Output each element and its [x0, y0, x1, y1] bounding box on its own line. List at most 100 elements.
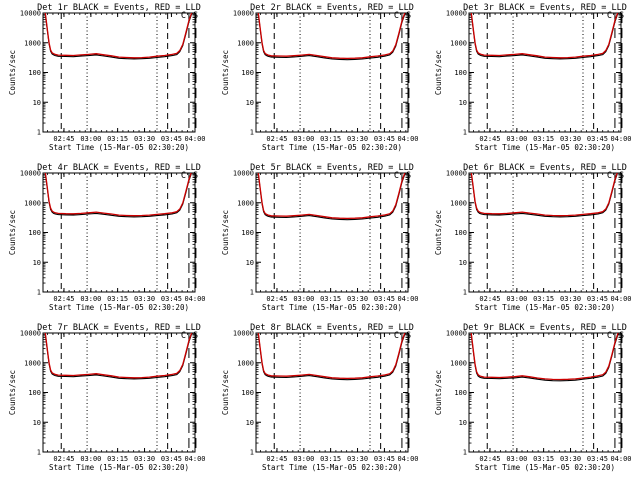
x-axis-label: Start Time (15-Mar-05 02:30:20): [49, 143, 189, 152]
series-group: [470, 333, 620, 382]
series-line-lld: [257, 13, 406, 60]
x-tick-label: 02:45: [479, 295, 500, 303]
x-tick-label: 03:30: [347, 295, 368, 303]
y-tick-label: 10000: [233, 330, 254, 338]
x-tick-label: 03:30: [560, 135, 581, 143]
x-axis-label: Start Time (15-Mar-05 02:30:20): [475, 463, 615, 472]
plot-frame: [468, 12, 622, 133]
series-group: [470, 13, 619, 60]
chart-title: Det 4r BLACK = Events, RED = LLD: [37, 163, 201, 173]
series-line-events: [257, 173, 406, 221]
y-axis-label: Counts/sec: [434, 370, 443, 415]
x-tick-label: 03:15: [320, 135, 341, 143]
y-tick-label: 1000: [24, 359, 41, 367]
y-tick-label: 10: [459, 99, 467, 107]
x-tick-label: 03:45: [587, 135, 608, 143]
x-axis-label: Start Time (15-Mar-05 02:30:20): [262, 303, 402, 312]
y-tick-label: 1000: [450, 359, 467, 367]
attenuator-marker: S: [406, 331, 411, 341]
series-line-events: [470, 173, 619, 218]
x-axis-label: Start Time (15-Mar-05 02:30:20): [49, 463, 189, 472]
y-tick-label: 10000: [446, 170, 467, 178]
x-tick-label: 03:45: [374, 135, 395, 143]
y-tick-label: 10000: [233, 10, 254, 18]
x-tick-label: 04:00: [610, 295, 631, 303]
y-tick-label: 1: [37, 129, 41, 137]
y-tick-label: 10000: [20, 10, 41, 18]
x-tick-label: 03:45: [161, 295, 182, 303]
y-axis-label: Counts/sec: [8, 210, 17, 255]
y-axis-label: Counts/sec: [434, 50, 443, 95]
y-tick-label: 100: [454, 389, 467, 397]
detector-panel: Det 7r BLACK = Events, RED = LLD 1 10 100 10…: [8, 323, 206, 472]
y-tick-label: 10000: [446, 10, 467, 18]
x-tick-label: 03:00: [80, 135, 101, 143]
attenuator-marker: C: [607, 171, 612, 181]
y-tick-label: 100: [241, 229, 254, 237]
attenuator-marker: S: [406, 11, 411, 21]
chart-title: Det 7r BLACK = Events, RED = LLD: [37, 323, 201, 333]
x-tick-label: 04:00: [610, 455, 631, 463]
y-tick-label: 1000: [237, 199, 254, 207]
series-line-lld: [44, 333, 193, 379]
x-tick-label: 03:30: [347, 135, 368, 143]
y-tick-label: 1: [37, 449, 41, 457]
y-tick-label: 1000: [24, 199, 41, 207]
y-axis-label: Counts/sec: [434, 210, 443, 255]
chart-title: Det 9r BLACK = Events, RED = LLD: [463, 323, 627, 333]
series-group: [257, 333, 406, 381]
x-tick-label: 03:00: [506, 295, 527, 303]
plot-frame: [468, 332, 622, 453]
y-tick-label: 10000: [20, 170, 41, 178]
x-tick-label: 03:45: [161, 135, 182, 143]
x-tick-label: 02:45: [479, 135, 500, 143]
attenuator-marker: S: [619, 171, 624, 181]
x-tick-label: 02:45: [53, 135, 74, 143]
x-tick-label: 04:00: [397, 295, 418, 303]
y-tick-label: 100: [28, 229, 41, 237]
x-tick-label: 04:00: [397, 455, 418, 463]
attenuator-marker: C: [394, 331, 399, 341]
chart-title: Det 8r BLACK = Events, RED = LLD: [250, 323, 414, 333]
y-tick-label: 10: [459, 259, 467, 267]
y-tick-label: 1: [37, 289, 41, 297]
x-tick-label: 03:30: [560, 455, 581, 463]
y-tick-label: 100: [241, 389, 254, 397]
series-line-lld: [470, 173, 618, 217]
x-axis-label: Start Time (15-Mar-05 02:30:20): [262, 143, 402, 152]
attenuator-marker: C: [394, 11, 399, 21]
x-tick-label: 03:00: [506, 455, 527, 463]
y-tick-label: 10: [459, 419, 467, 427]
x-tick-label: 03:15: [533, 135, 554, 143]
series-line-lld: [470, 13, 619, 59]
series-line-lld: [44, 173, 192, 217]
plot-frame: [255, 172, 409, 293]
x-tick-label: 03:45: [374, 295, 395, 303]
x-axis-label: Start Time (15-Mar-05 02:30:20): [49, 303, 189, 312]
detector-panel: Det 5r BLACK = Events, RED = LLD 1 10 100 10…: [221, 163, 419, 312]
x-tick-label: 03:15: [533, 295, 554, 303]
y-tick-label: 1000: [24, 39, 41, 47]
chart-title: Det 2r BLACK = Events, RED = LLD: [250, 3, 414, 13]
plot-frame: [468, 172, 622, 293]
x-tick-label: 02:45: [53, 455, 74, 463]
plot-frame: [255, 12, 409, 133]
series-group: [470, 173, 619, 218]
x-tick-label: 03:00: [293, 295, 314, 303]
series-line-events: [257, 333, 406, 381]
attenuator-marker: C: [394, 171, 399, 181]
series-group: [257, 13, 406, 61]
y-tick-label: 100: [28, 389, 41, 397]
y-tick-label: 1000: [450, 199, 467, 207]
y-axis-label: Counts/sec: [8, 370, 17, 415]
attenuator-marker: C: [181, 331, 186, 341]
x-tick-label: 02:45: [266, 455, 287, 463]
x-tick-label: 03:45: [587, 295, 608, 303]
x-tick-label: 03:15: [107, 135, 128, 143]
x-tick-label: 03:45: [374, 455, 395, 463]
y-axis-label: Counts/sec: [221, 210, 230, 255]
series-line-events: [470, 333, 620, 382]
plot-frame: [42, 12, 196, 133]
y-tick-label: 10: [246, 259, 254, 267]
y-tick-label: 10: [246, 419, 254, 427]
